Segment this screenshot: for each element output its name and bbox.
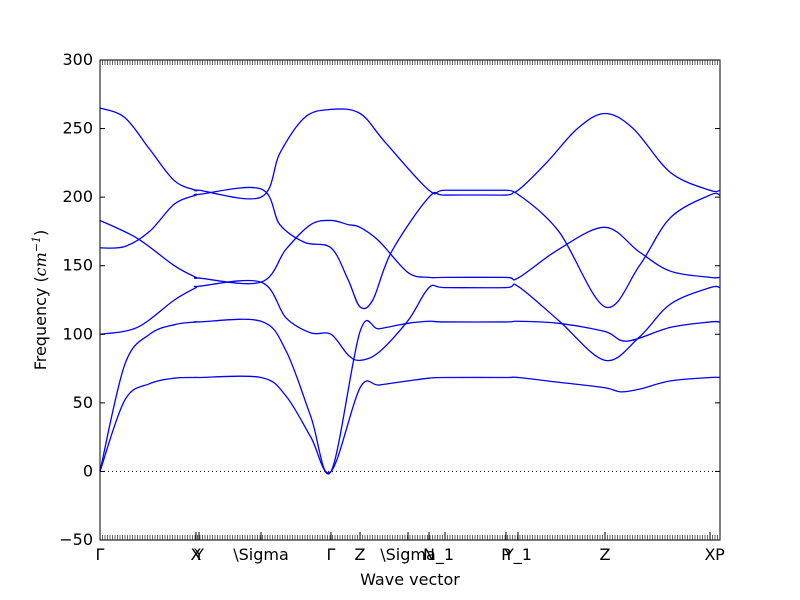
x-tick-label: Z — [355, 545, 366, 564]
x-tick-label: Γ — [327, 545, 336, 564]
x-tick-label: \Sigma — [380, 545, 436, 564]
band-line-2 — [99, 318, 721, 475]
y-tick-label: −50 — [59, 530, 93, 549]
x-tick-label: P — [715, 545, 725, 564]
band-line-4 — [99, 219, 721, 285]
x-axis-label: Wave vector — [360, 570, 460, 589]
y-axis-label-close: ) — [31, 230, 50, 236]
plot-frame — [99, 59, 721, 541]
y-tick-label: 50 — [73, 393, 93, 412]
y-tick-label: 0 — [83, 461, 93, 480]
x-tick-label: Y — [193, 545, 204, 564]
y-axis-label-text: Frequency ( — [31, 276, 50, 370]
x-tick-label: Γ — [96, 545, 105, 564]
x-tick-label: _1 — [435, 545, 454, 565]
x-tick-label: Z — [600, 545, 611, 564]
y-tick-label: 100 — [62, 324, 93, 343]
x-tick-label: N — [423, 545, 435, 564]
y-tick-label: 150 — [62, 256, 93, 275]
y-tick-label: 300 — [62, 50, 93, 69]
y-axis-label-unit: cm — [31, 252, 50, 276]
series-layer — [99, 107, 721, 475]
x-tick-label: P — [501, 545, 511, 564]
x-tick-label: \Sigma — [233, 545, 289, 564]
x-tick-label: X — [705, 545, 716, 564]
y-tick-label: 200 — [62, 187, 93, 206]
band-line-1 — [99, 375, 721, 474]
x-tick-label: X — [190, 545, 201, 564]
band-line-6 — [99, 107, 721, 200]
x-tick-label: Y_1 — [503, 545, 532, 565]
y-axis-label: Frequency (cm−1) — [30, 230, 50, 371]
band-line-3 — [99, 279, 721, 362]
y-axis-label-exponent: −1 — [30, 236, 43, 252]
band-line-5 — [99, 186, 721, 310]
y-tick-label: 250 — [62, 119, 93, 138]
